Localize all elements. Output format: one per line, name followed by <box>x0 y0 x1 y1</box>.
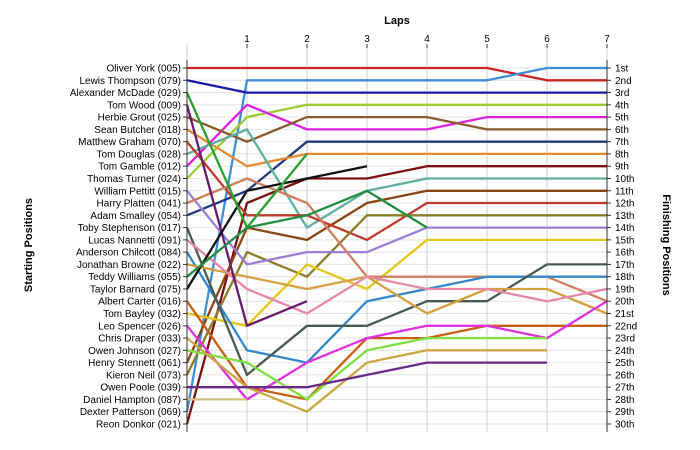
start-position-label: Owen Poole (039) <box>100 383 181 394</box>
start-position-label: Thomas Turner (024) <box>87 174 181 185</box>
start-position-label: Owen Johnson (027) <box>88 346 181 357</box>
finish-position-label: 24th <box>615 346 634 357</box>
axes <box>183 44 611 432</box>
finish-position-label: 1st <box>615 64 629 75</box>
start-position-label: Dexter Patterson (069) <box>80 407 181 418</box>
series-line-13 <box>185 214 607 376</box>
finish-position-label: 6th <box>615 125 629 136</box>
series-line-2 <box>185 66 607 412</box>
start-position-label: Toby Stephenson (017) <box>78 223 181 234</box>
finish-position-label: 11th <box>615 186 634 197</box>
finish-position-label: 26th <box>615 370 634 381</box>
series-line-1 <box>187 66 607 82</box>
finish-position-label: 25th <box>615 358 634 369</box>
lap-tick-label: 4 <box>424 34 430 45</box>
lap-tick-label: 2 <box>304 34 310 45</box>
x-axis-title: Laps <box>384 15 410 27</box>
finish-position-label: 14th <box>615 223 634 234</box>
series-line-27 <box>186 165 368 290</box>
start-position-label: Tom Douglas (028) <box>97 149 181 160</box>
finish-position-label: 21st <box>615 309 634 320</box>
series-line-6 <box>186 115 607 143</box>
start-position-label: Teddy Williams (055) <box>88 272 181 283</box>
series-line-9 <box>185 165 607 425</box>
finish-position-label: 12th <box>615 199 634 210</box>
start-position-label: Tom Bayley (032) <box>103 309 181 320</box>
finish-position-label: 15th <box>615 235 634 246</box>
start-position-label: Henry Stennett (061) <box>88 358 181 369</box>
start-position-label: Oliver York (005) <box>107 64 181 75</box>
lap-tick-label: 6 <box>544 34 550 45</box>
finish-position-label: 10th <box>615 174 634 185</box>
finish-position-label: 13th <box>615 211 634 222</box>
series-line-17 <box>186 251 607 364</box>
lap-tick-label: 5 <box>484 34 490 45</box>
series-line-4 <box>186 103 607 180</box>
start-position-label: Lewis Thompson (079) <box>79 76 181 87</box>
start-position-label: Adam Smalley (054) <box>90 211 181 222</box>
start-position-label: Sean Butcher (018) <box>94 125 181 136</box>
start-position-label: Leo Spencer (026) <box>98 321 181 332</box>
series-line-22 <box>186 300 608 401</box>
series-line-26 <box>185 104 308 327</box>
finish-position-label: 2nd <box>615 76 632 87</box>
tick-labels: Oliver York (005)Lewis Thompson (079)Ale… <box>70 34 637 431</box>
series-line-19 <box>186 263 608 315</box>
finish-position-label: 4th <box>615 100 629 111</box>
start-position-label: Alexander McDade (029) <box>70 88 181 99</box>
finish-position-label: 17th <box>615 260 634 271</box>
finish-position-label: 22nd <box>615 321 637 332</box>
lap-tick-label: 1 <box>244 34 250 45</box>
start-position-label: Lucas Nannetti (091) <box>88 235 181 246</box>
series-line-10 <box>186 128 607 229</box>
start-position-label: Herbie Grout (025) <box>98 113 181 124</box>
start-position-label: Harry Platten (041) <box>97 199 181 210</box>
lap-tick-label: 3 <box>364 34 370 45</box>
finish-position-label: 5th <box>615 113 629 124</box>
finish-position-label: 28th <box>615 395 634 406</box>
start-position-label: Tom Gamble (012) <box>98 162 181 173</box>
start-position-label: Jonathan Browne (022) <box>77 260 181 271</box>
series-line-23 <box>186 336 547 401</box>
series-line-11 <box>185 189 607 364</box>
start-position-label: Anderson Chilcott (084) <box>76 248 181 259</box>
series-line-5 <box>186 103 607 168</box>
start-position-label: Chris Draper (033) <box>98 334 181 345</box>
start-position-label: Reon Donkor (021) <box>96 420 181 431</box>
y-axis-title-left: Starting Positions <box>23 198 35 292</box>
finish-position-label: 7th <box>615 137 629 148</box>
start-position-label: Taylor Barnard (075) <box>90 284 181 295</box>
series-line-8 <box>186 128 607 168</box>
series-line-25 <box>187 361 547 389</box>
finish-position-label: 30th <box>615 420 634 431</box>
finish-position-label: 18th <box>615 272 634 283</box>
series-line-29 <box>186 189 428 278</box>
series-line-18 <box>185 227 607 377</box>
finish-position-label: 23rd <box>615 334 635 345</box>
series-line-15 <box>186 238 607 327</box>
start-position-label: Albert Carter (016) <box>98 297 181 308</box>
start-position-label: Daniel Hampton (087) <box>83 395 181 406</box>
finish-position-label: 20th <box>615 297 634 308</box>
series-line-3 <box>186 79 607 94</box>
start-position-label: Matthew Graham (070) <box>78 137 181 148</box>
finish-position-label: 9th <box>615 162 629 173</box>
finish-position-label: 19th <box>615 284 634 295</box>
start-position-label: Kieron Neil (073) <box>106 370 181 381</box>
series-lines <box>185 66 608 425</box>
finish-position-label: 29th <box>615 407 634 418</box>
finish-position-label: 27th <box>615 383 634 394</box>
start-position-label: Tom Wood (009) <box>107 100 181 111</box>
series-line-21 <box>186 300 607 401</box>
finish-position-label: 3rd <box>615 88 629 99</box>
series-line-14 <box>186 190 607 266</box>
finish-position-label: 8th <box>615 149 629 160</box>
finish-position-label: 16th <box>615 248 634 259</box>
series-line-20 <box>186 239 608 315</box>
lap-tick-label: 7 <box>604 34 610 45</box>
y-axis-title-right: Finishing Positions <box>660 194 672 295</box>
start-position-label: William Pettitt (015) <box>94 186 181 197</box>
